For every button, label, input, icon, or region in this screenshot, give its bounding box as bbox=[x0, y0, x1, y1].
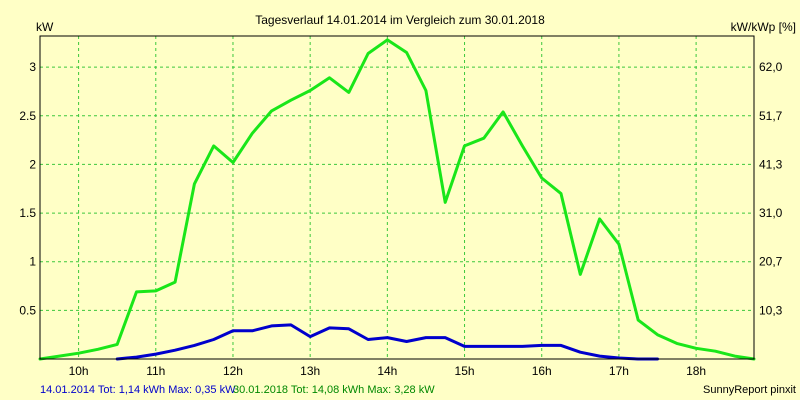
y-tick-label: 1.5 bbox=[19, 206, 36, 220]
y-tick-label: 2.5 bbox=[19, 109, 36, 123]
y-tick-label: 2 bbox=[29, 157, 36, 171]
y2-tick-label: 31,0 bbox=[759, 206, 783, 220]
x-tick-label: 14h bbox=[377, 364, 397, 378]
footer-legend-2014: 14.01.2014 Tot: 1,14 kWh Max: 0,35 kW bbox=[40, 384, 236, 396]
chart-title: Tagesverlauf 14.01.2014 im Vergleich zum… bbox=[255, 13, 545, 27]
footer-legend-2018: 30.01.2018 Tot: 14,08 kWh Max: 3,28 kW bbox=[233, 384, 435, 396]
y2-tick-label: 41,3 bbox=[759, 157, 783, 171]
y2-tick-label: 51,7 bbox=[759, 109, 783, 123]
y-axis-label-right: kW/kWp [%] bbox=[731, 20, 796, 34]
y-tick-label: 0.5 bbox=[19, 303, 36, 317]
plot-frame bbox=[39, 35, 755, 360]
y2-tick-label: 20,7 bbox=[759, 255, 783, 269]
series-line-0 bbox=[38, 38, 756, 361]
y2-tick-label: 10,3 bbox=[759, 303, 783, 317]
x-tick-label: 13h bbox=[300, 364, 320, 378]
axis-labels: 10h 11h 12h 13h 14h 15h 16h 17h 18h0.511.522.531… bbox=[19, 60, 782, 378]
grid-lines bbox=[40, 36, 754, 359]
y2-tick-label: 62,0 bbox=[759, 60, 783, 74]
x-tick-label: 12h bbox=[223, 364, 243, 378]
x-tick-label: 17h bbox=[609, 364, 629, 378]
x-tick-label: 16h bbox=[532, 364, 552, 378]
y-tick-label: 3 bbox=[29, 60, 36, 74]
series-lines bbox=[38, 38, 756, 361]
y-tick-label: 1 bbox=[29, 255, 36, 269]
x-tick-label: 11h bbox=[146, 364, 165, 378]
x-tick-label: 15h bbox=[455, 364, 475, 378]
y-axis-label-left: kW bbox=[36, 20, 54, 34]
footer-credit: SunnyReport pinxit bbox=[703, 384, 796, 396]
x-tick-label: 18h bbox=[686, 364, 706, 378]
series-line-1 bbox=[115, 323, 659, 361]
x-tick-label: 10h bbox=[69, 364, 89, 378]
